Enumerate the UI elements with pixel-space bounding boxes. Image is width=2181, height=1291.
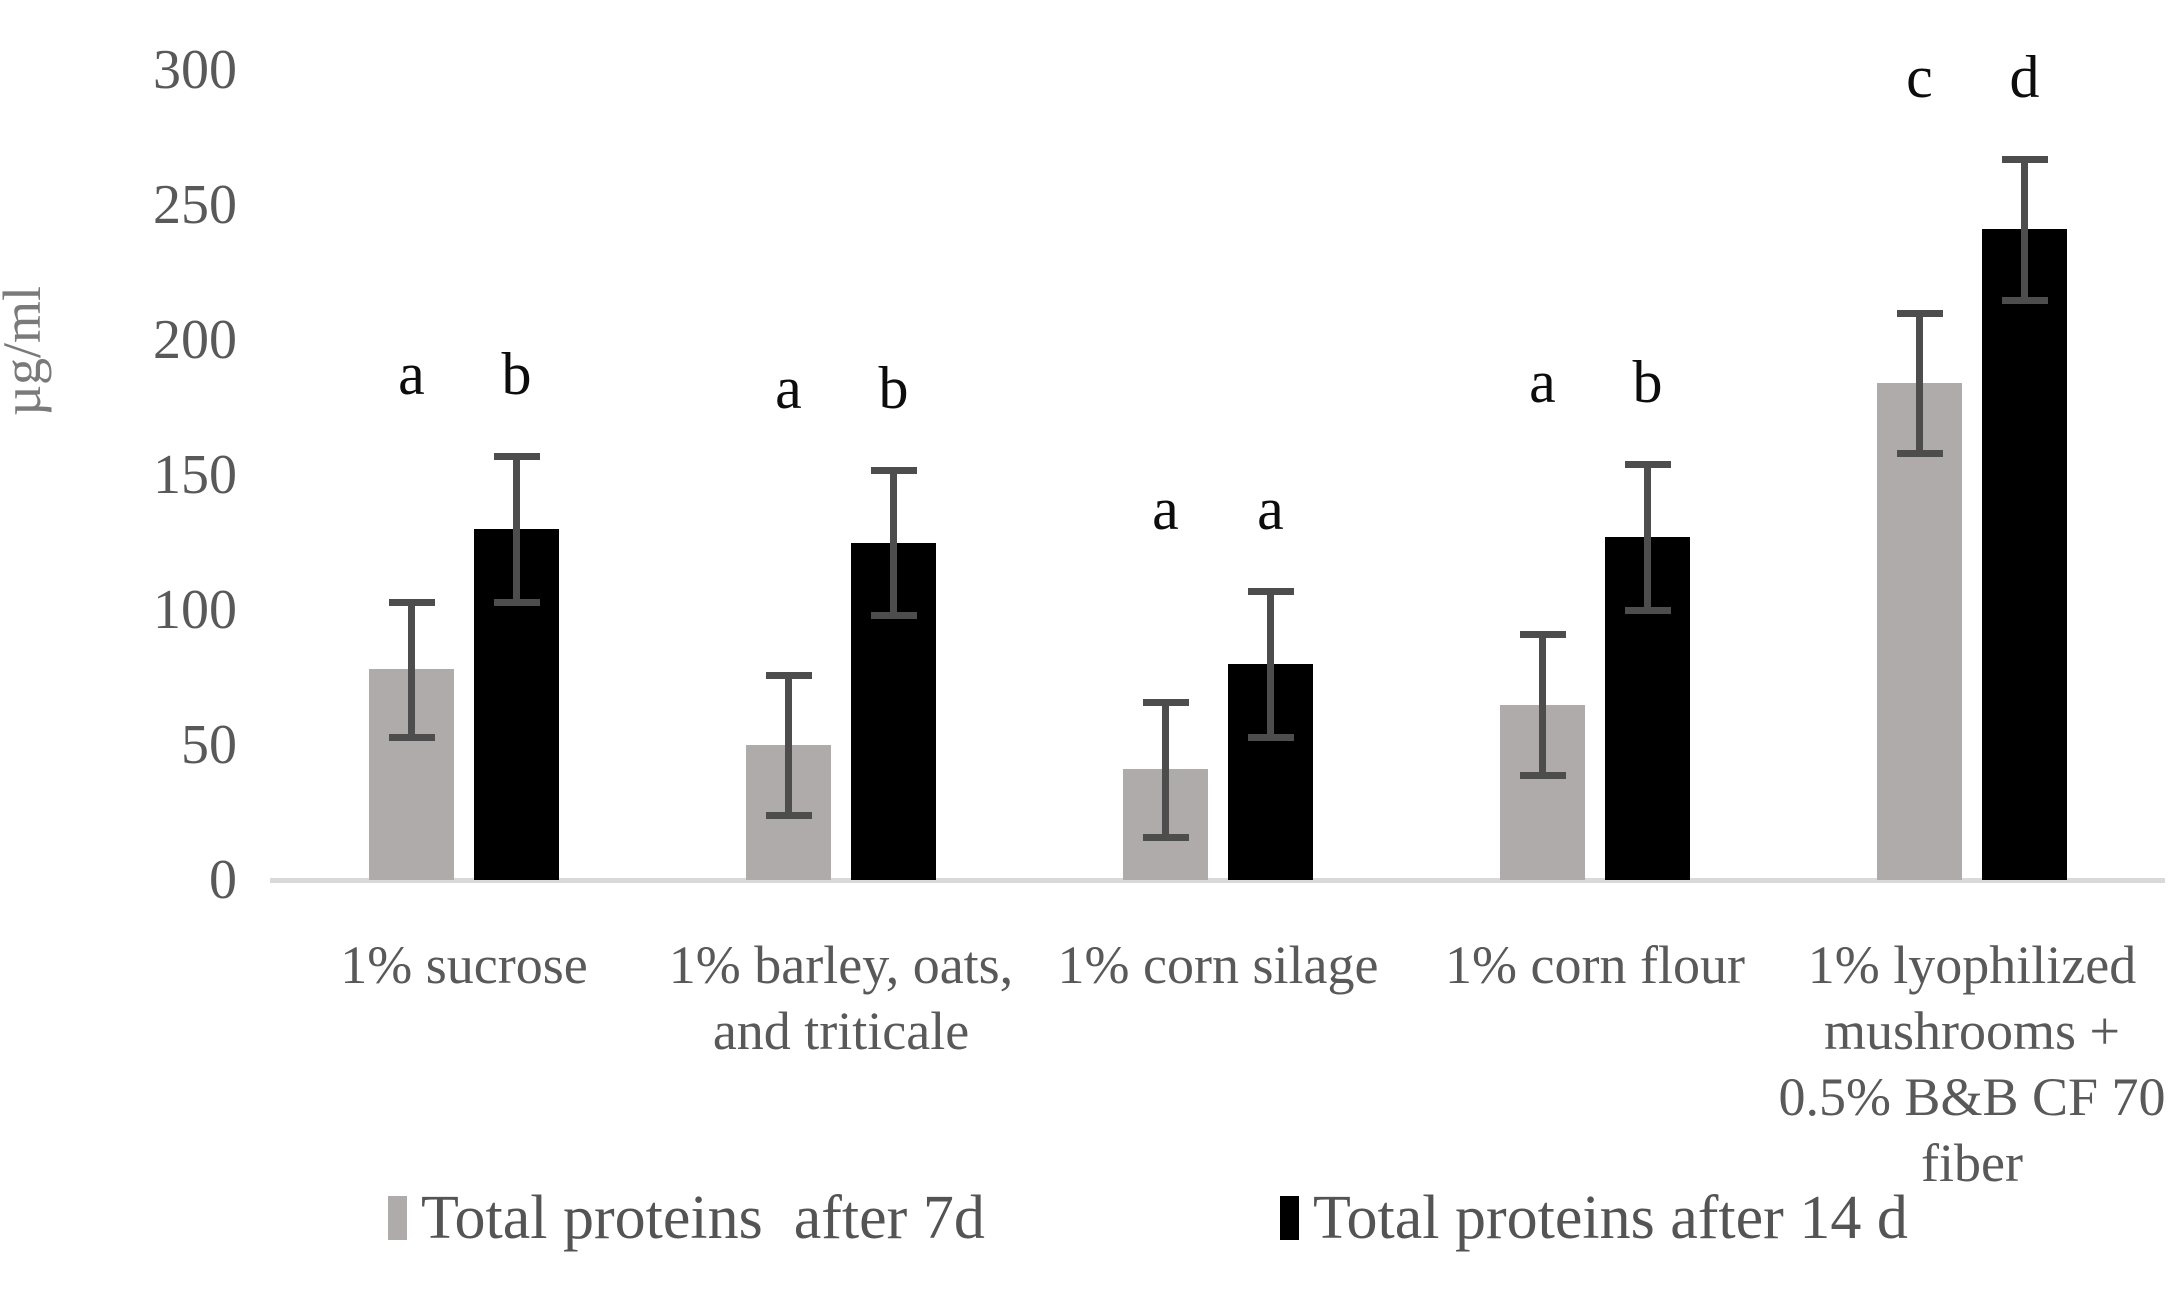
error-bar-cap bbox=[765, 671, 812, 679]
legend-label-7d: Total proteins after 7d bbox=[421, 1184, 985, 1252]
category-label-line: mushrooms + bbox=[1824, 1001, 2120, 1061]
legend: Total proteins after 7d Total proteins a… bbox=[0, 1178, 2181, 1268]
y-tick-label: 150 bbox=[153, 444, 237, 506]
category-label: 1% corn silage bbox=[1008, 932, 1428, 998]
error-bar bbox=[890, 469, 897, 616]
category-label-line: 1% barley, oats, bbox=[668, 935, 1014, 995]
category-label: 1% barley, oats, and triticale bbox=[631, 932, 1051, 1064]
error-bar-cap bbox=[870, 466, 917, 474]
y-tick-label: 0 bbox=[209, 849, 237, 911]
significance-letter: c bbox=[1906, 44, 1933, 111]
significance-letter: a bbox=[775, 354, 802, 421]
category-label: 1% corn flour bbox=[1385, 932, 1805, 998]
error-bar-cap bbox=[1519, 771, 1566, 779]
y-tick-label: 300 bbox=[153, 39, 237, 101]
significance-letter: a bbox=[1529, 349, 1556, 416]
category-label: 1% lyophilized mushrooms +0.5% B&B CF 70 f… bbox=[1762, 932, 2181, 1196]
legend-swatch-14d bbox=[1280, 1196, 1299, 1240]
category-label: 1% sucrose bbox=[254, 932, 674, 998]
error-bar bbox=[408, 601, 415, 737]
error-bar-cap bbox=[1519, 631, 1566, 639]
bar-7d bbox=[1877, 383, 1962, 880]
category-label-line: 0.5% B&B CF 70 bbox=[1778, 1067, 2166, 1127]
bar-14d bbox=[1982, 229, 2067, 880]
y-tick-label: 100 bbox=[153, 579, 237, 641]
error-bar bbox=[1539, 634, 1546, 775]
error-bar-cap bbox=[388, 733, 435, 741]
significance-letter: b bbox=[878, 354, 909, 421]
error-bar-cap bbox=[1142, 833, 1189, 841]
error-bar-cap bbox=[1142, 698, 1189, 706]
category-label-line: 1% corn flour bbox=[1445, 935, 1745, 995]
category-label-line: fiber bbox=[1921, 1133, 2023, 1193]
error-bar-cap bbox=[2001, 156, 2048, 164]
error-bar bbox=[1644, 464, 1651, 610]
error-bar-cap bbox=[1247, 733, 1294, 741]
category-label-line: 1% lyophilized bbox=[1807, 935, 2137, 995]
y-tick-label: 50 bbox=[181, 714, 237, 776]
significance-letter: a bbox=[1152, 476, 1179, 543]
error-bar-cap bbox=[493, 598, 540, 606]
error-bar bbox=[785, 674, 792, 816]
error-bar-cap bbox=[2001, 296, 2048, 304]
error-bar-cap bbox=[493, 453, 540, 461]
significance-letter: b bbox=[1632, 349, 1663, 416]
significance-letter: a bbox=[1257, 476, 1284, 543]
significance-letter: b bbox=[501, 341, 532, 408]
legend-swatch-7d bbox=[388, 1196, 407, 1240]
x-axis-line bbox=[270, 878, 2165, 883]
error-bar-cap bbox=[1247, 588, 1294, 596]
error-bar bbox=[1916, 313, 1923, 454]
category-label-line: 1% corn silage bbox=[1057, 935, 1379, 995]
error-bar bbox=[2021, 159, 2028, 300]
legend-label-14d: Total proteins after 14 d bbox=[1313, 1184, 1908, 1252]
significance-letter: d bbox=[2009, 44, 2040, 111]
error-bar-cap bbox=[1624, 461, 1671, 469]
error-bar-cap bbox=[1896, 450, 1943, 458]
y-tick-label: 200 bbox=[153, 309, 237, 371]
category-label-line: and triticale bbox=[712, 1001, 970, 1061]
error-bar-cap bbox=[870, 612, 917, 620]
significance-letter: a bbox=[398, 341, 425, 408]
error-bar-cap bbox=[1896, 310, 1943, 317]
error-bar-cap bbox=[765, 812, 812, 820]
y-tick-label: 250 bbox=[153, 174, 237, 236]
error-bar bbox=[1162, 701, 1169, 837]
category-label-line: 1% sucrose bbox=[340, 935, 588, 995]
error-bar-cap bbox=[1624, 607, 1671, 614]
error-bar bbox=[513, 456, 520, 602]
error-bar-cap bbox=[388, 598, 435, 606]
error-bar bbox=[1267, 591, 1274, 737]
